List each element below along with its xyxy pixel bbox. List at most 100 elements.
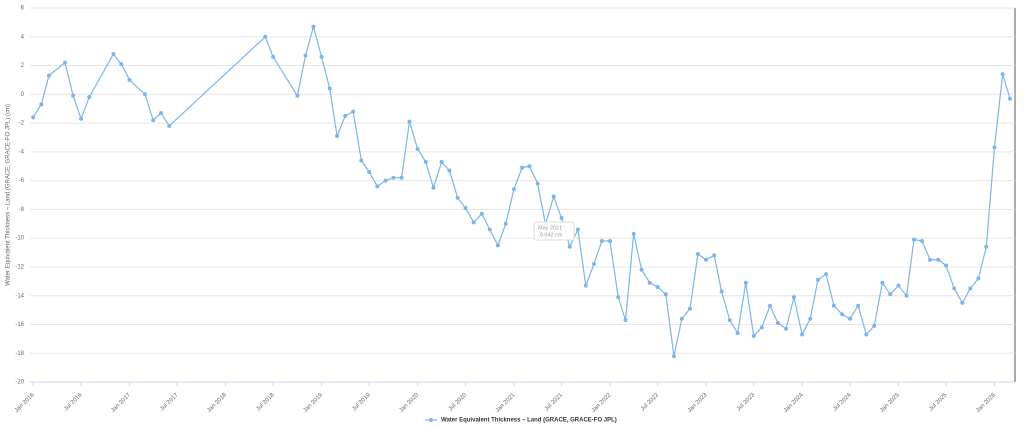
data-point[interactable]: [848, 316, 852, 321]
data-point[interactable]: [880, 280, 885, 285]
data-point[interactable]: [824, 272, 829, 277]
data-point[interactable]: [151, 118, 156, 123]
data-point[interactable]: [399, 175, 404, 180]
data-point[interactable]: [559, 216, 564, 221]
data-point[interactable]: [367, 169, 372, 174]
data-point[interactable]: [831, 303, 836, 308]
data-point[interactable]: [759, 325, 764, 330]
data-point[interactable]: [616, 295, 621, 300]
data-point[interactable]: [872, 323, 877, 328]
data-point[interactable]: [864, 332, 869, 337]
data-point[interactable]: [911, 237, 916, 242]
data-point[interactable]: [551, 194, 556, 199]
data-point[interactable]: [960, 300, 965, 305]
data-point[interactable]: [712, 253, 717, 258]
data-point[interactable]: [479, 211, 484, 216]
data-point[interactable]: [920, 239, 925, 244]
data-point[interactable]: [383, 178, 388, 183]
data-point[interactable]: [968, 286, 973, 291]
data-point[interactable]: [704, 257, 709, 262]
data-point[interactable]: [976, 276, 981, 281]
data-point[interactable]: [944, 263, 949, 268]
data-point[interactable]: [775, 321, 780, 326]
data-point[interactable]: [511, 187, 516, 192]
data-point[interactable]: [87, 95, 92, 100]
data-point[interactable]: [159, 111, 164, 116]
data-point[interactable]: [271, 54, 276, 59]
data-point[interactable]: [567, 244, 572, 249]
data-point[interactable]: [343, 113, 348, 118]
data-point[interactable]: [719, 289, 724, 294]
data-point[interactable]: [303, 53, 308, 58]
data-point[interactable]: [71, 93, 76, 98]
data-point[interactable]: [663, 292, 668, 297]
data-point[interactable]: [631, 231, 636, 236]
data-point[interactable]: [391, 175, 396, 180]
data-point[interactable]: [463, 205, 468, 210]
data-point[interactable]: [808, 316, 813, 321]
data-point[interactable]: [992, 145, 997, 150]
data-point[interactable]: [263, 34, 268, 39]
data-point[interactable]: [784, 326, 789, 331]
data-point[interactable]: [295, 93, 300, 98]
data-point[interactable]: [167, 123, 172, 128]
data-point[interactable]: [423, 159, 428, 164]
data-point[interactable]: [688, 306, 692, 311]
data-point[interactable]: [439, 159, 444, 164]
data-point[interactable]: [351, 109, 356, 114]
data-point[interactable]: [327, 86, 332, 91]
data-point[interactable]: [928, 257, 932, 262]
data-point[interactable]: [904, 293, 909, 298]
data-point[interactable]: [111, 52, 116, 57]
data-point[interactable]: [695, 251, 700, 256]
data-point[interactable]: [319, 54, 324, 59]
data-point[interactable]: [768, 303, 772, 308]
data-point[interactable]: [487, 227, 492, 232]
legend-item[interactable]: Water Equivalent Thickness – Land (GRACE…: [425, 418, 617, 424]
data-point[interactable]: [815, 277, 820, 282]
data-point[interactable]: [143, 92, 147, 97]
data-point[interactable]: [623, 318, 628, 323]
data-point[interactable]: [311, 24, 316, 29]
data-point[interactable]: [1000, 72, 1005, 77]
data-point[interactable]: [936, 257, 941, 262]
data-point[interactable]: [751, 333, 756, 338]
data-point[interactable]: [471, 220, 476, 225]
data-point[interactable]: [79, 116, 84, 121]
data-point[interactable]: [503, 221, 508, 226]
data-point[interactable]: [840, 312, 845, 317]
data-point[interactable]: [46, 73, 51, 78]
data-point[interactable]: [679, 316, 684, 321]
data-point[interactable]: [647, 280, 652, 285]
data-point[interactable]: [431, 185, 436, 190]
data-point[interactable]: [856, 303, 861, 308]
data-point[interactable]: [447, 168, 452, 173]
data-point[interactable]: [535, 181, 540, 186]
data-point[interactable]: [415, 146, 420, 151]
data-point[interactable]: [655, 285, 660, 290]
data-point[interactable]: [63, 60, 67, 65]
data-point[interactable]: [407, 119, 412, 124]
data-point[interactable]: [743, 280, 748, 285]
data-point[interactable]: [127, 77, 132, 82]
data-point[interactable]: [591, 262, 596, 267]
data-point[interactable]: [527, 164, 532, 169]
data-point[interactable]: [39, 102, 44, 107]
data-point[interactable]: [608, 239, 612, 244]
data-point[interactable]: [495, 243, 500, 248]
data-point[interactable]: [984, 244, 989, 249]
data-point[interactable]: [520, 165, 525, 170]
data-point[interactable]: [791, 295, 796, 300]
data-point[interactable]: [888, 292, 893, 297]
data-point[interactable]: [119, 62, 124, 67]
data-point[interactable]: [359, 158, 364, 163]
data-point[interactable]: [455, 195, 460, 200]
data-point[interactable]: [735, 331, 740, 336]
data-point[interactable]: [800, 332, 805, 337]
data-point[interactable]: [31, 115, 36, 120]
data-point[interactable]: [375, 184, 380, 189]
data-point[interactable]: [952, 286, 957, 291]
data-point[interactable]: [575, 227, 580, 232]
data-point[interactable]: [599, 239, 604, 244]
data-point[interactable]: [896, 283, 901, 288]
